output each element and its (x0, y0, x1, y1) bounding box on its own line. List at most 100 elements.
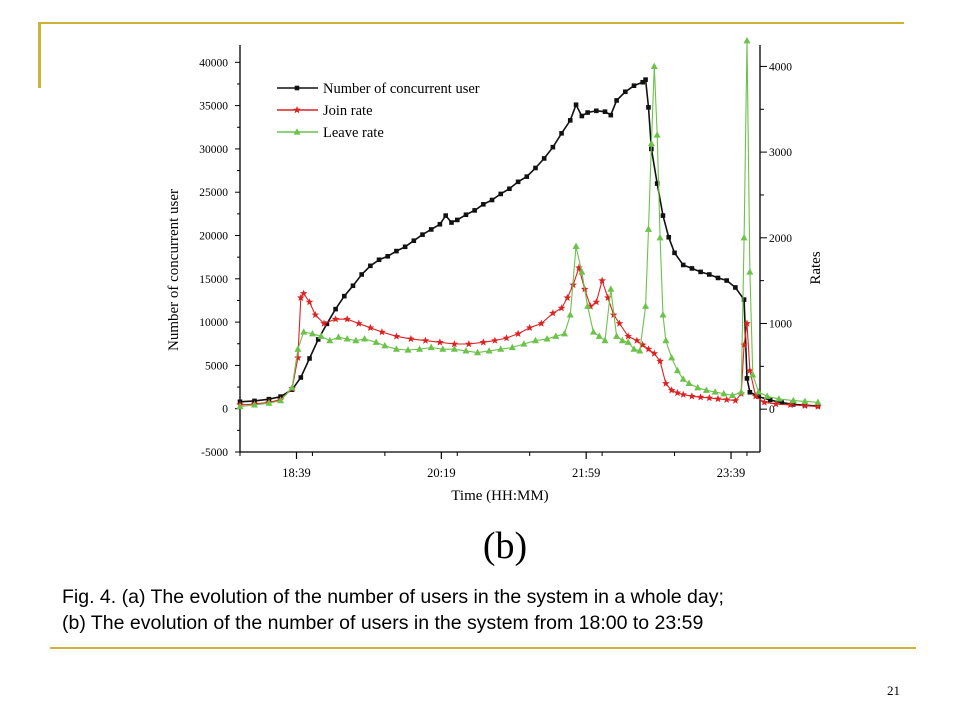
data-point (550, 144, 556, 150)
data-point (525, 323, 534, 331)
data-point (673, 388, 682, 397)
data-point (592, 298, 601, 306)
y-axis-title-right: Rates (808, 251, 824, 284)
data-point (814, 398, 822, 405)
data-point (514, 329, 522, 337)
data-point (740, 233, 748, 241)
data-point (707, 272, 712, 277)
data-point (416, 345, 424, 352)
data-point (439, 345, 447, 352)
data-point (489, 197, 495, 203)
x-tick-label: 23:39 (717, 466, 745, 480)
data-point (560, 329, 568, 337)
data-point (688, 392, 696, 400)
data-point (559, 131, 564, 136)
data-point (741, 297, 747, 302)
data-point (579, 113, 585, 119)
data-point (508, 343, 516, 351)
data-point (250, 401, 258, 408)
y-left-tick-label: 20000 (199, 231, 228, 243)
data-point (549, 309, 557, 317)
data-point (715, 275, 721, 281)
data-point (463, 212, 469, 218)
data-point (566, 311, 574, 318)
figure-sub-label: (b) (482, 525, 528, 567)
data-point (743, 36, 751, 44)
data-point (300, 328, 308, 335)
data-point (515, 179, 521, 185)
data-point (607, 285, 615, 292)
data-point (502, 334, 511, 342)
data-point (392, 345, 400, 352)
y-left-tick-label: 0 (222, 404, 228, 416)
data-point (722, 395, 731, 403)
data-point (537, 319, 546, 327)
data-point (656, 233, 664, 241)
data-point (662, 379, 670, 387)
data-point (333, 306, 338, 312)
data-point (747, 389, 753, 395)
data-point (497, 345, 505, 352)
data-point (615, 319, 624, 327)
data-point (650, 62, 658, 70)
data-point (643, 77, 648, 82)
data-point (696, 393, 705, 401)
data-point (450, 345, 458, 352)
y-right-tick-label: 1000 (769, 318, 792, 330)
data-point (654, 181, 660, 186)
figure-caption: Fig. 4. (a) The evolution of the number … (62, 584, 932, 636)
data-point (449, 220, 454, 225)
data-point (567, 118, 573, 123)
data-point (361, 335, 369, 342)
data-point (311, 310, 320, 319)
data-point (308, 329, 316, 337)
data-point (352, 336, 360, 344)
data-point (465, 340, 473, 348)
data-point (585, 110, 590, 115)
data-point (644, 225, 652, 232)
data-point (437, 221, 443, 227)
x-tick-label: 21:59 (572, 466, 600, 480)
data-point (392, 332, 401, 340)
data-point (644, 345, 653, 353)
data-point (679, 390, 687, 398)
data-point (420, 232, 425, 237)
data-point (760, 398, 769, 406)
frame-accent-top (38, 22, 904, 24)
data-point (297, 293, 305, 301)
data-point (307, 356, 312, 361)
data-point (462, 347, 470, 354)
data-point (299, 289, 308, 297)
data-point (705, 394, 714, 402)
plot-area: -500005000100001500020000250003000035000… (166, 36, 824, 504)
data-point (698, 269, 703, 275)
data-point (407, 334, 415, 343)
data-point (334, 333, 342, 340)
legend-marker (294, 85, 300, 91)
data-point (767, 397, 773, 403)
data-point (454, 217, 460, 223)
data-point (326, 336, 334, 344)
legend-marker (293, 106, 301, 114)
data-point (317, 332, 325, 339)
data-point (685, 379, 693, 387)
data-point (786, 400, 795, 409)
data-point (647, 139, 655, 147)
data-point (572, 242, 580, 249)
y-left-tick-label: 15000 (199, 274, 228, 286)
data-point (711, 388, 719, 395)
data-point (372, 338, 380, 345)
page-number: 21 (887, 683, 900, 698)
data-point (689, 266, 695, 271)
data-point (791, 402, 796, 407)
data-point (595, 332, 603, 339)
data-point (601, 336, 609, 344)
caption-line-1: Fig. 4. (a) The evolution of the number … (62, 586, 724, 608)
y-left-tick-label: 40000 (199, 57, 228, 69)
data-point (331, 315, 340, 323)
data-point (613, 332, 621, 339)
data-point (402, 244, 408, 250)
data-point (359, 272, 364, 277)
data-point (381, 341, 389, 349)
data-point (667, 386, 676, 394)
